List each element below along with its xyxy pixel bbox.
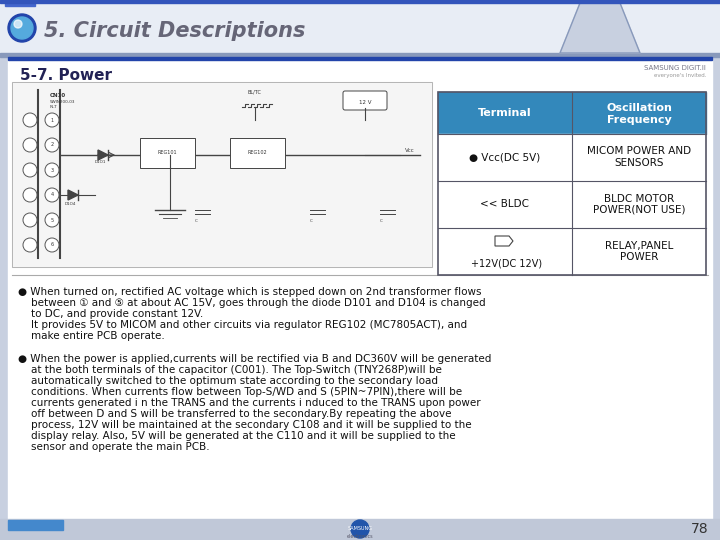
Text: SENSORS: SENSORS: [614, 158, 664, 167]
Text: Oscillation: Oscillation: [606, 103, 672, 113]
Circle shape: [45, 113, 59, 127]
Bar: [8, 520, 63, 530]
Circle shape: [45, 163, 59, 177]
Text: 5WIN200-03: 5WIN200-03: [50, 100, 76, 104]
Bar: [8, 57, 712, 60]
Bar: [0, 0, 720, 3]
Text: 2: 2: [50, 143, 53, 147]
Text: everyone's Invited.: everyone's Invited.: [654, 73, 706, 78]
Bar: [140, 138, 195, 168]
Bar: [12, 82, 432, 267]
Text: Terminal: Terminal: [478, 108, 532, 118]
Text: conditions. When currents flow between Top-S/WD and S (5PIN~7PIN),there will be: conditions. When currents flow between T…: [18, 387, 462, 397]
Text: << BLDC: << BLDC: [480, 199, 529, 209]
Text: C: C: [195, 219, 198, 223]
Text: MICOM POWER AND: MICOM POWER AND: [587, 146, 691, 157]
Bar: [572, 181, 706, 228]
Polygon shape: [68, 190, 78, 200]
Text: CN10: CN10: [50, 93, 66, 98]
Bar: [0, 53, 720, 57]
Circle shape: [45, 138, 59, 152]
Bar: [8, 57, 712, 519]
Bar: [438, 228, 572, 275]
Circle shape: [23, 238, 37, 252]
Bar: [572, 134, 706, 181]
Circle shape: [45, 188, 59, 202]
Text: D1O4: D1O4: [65, 202, 76, 206]
Text: POWER: POWER: [620, 252, 658, 261]
Text: at the both terminals of the capacitor (C001). The Top-Switch (TNY268P)will be: at the both terminals of the capacitor (…: [18, 365, 442, 375]
Text: 5-7. Power: 5-7. Power: [20, 68, 112, 83]
FancyBboxPatch shape: [343, 91, 387, 110]
Bar: [438, 181, 572, 228]
Text: +12V(DC 12V): +12V(DC 12V): [472, 258, 543, 268]
Text: SAMSUNG DIGIT.II: SAMSUNG DIGIT.II: [644, 65, 706, 71]
Circle shape: [8, 14, 36, 42]
Circle shape: [23, 163, 37, 177]
Text: 1: 1: [50, 118, 53, 123]
Text: It provides 5V to MICOM and other circuits via regulator REG102 (MC7805ACT), and: It provides 5V to MICOM and other circui…: [18, 320, 467, 330]
Bar: [438, 134, 572, 181]
Text: REG102: REG102: [247, 151, 267, 156]
Text: C: C: [380, 219, 383, 223]
Text: display relay. Also, 5V will be generated at the C110 and it will be supplied to: display relay. Also, 5V will be generate…: [18, 431, 456, 441]
Circle shape: [14, 20, 22, 28]
Text: SAMSUNG: SAMSUNG: [348, 525, 372, 530]
Text: to DC, and provide constant 12V.: to DC, and provide constant 12V.: [18, 309, 203, 319]
Text: 5. Circuit Descriptions: 5. Circuit Descriptions: [44, 21, 305, 41]
Bar: [0, 519, 720, 540]
Bar: [230, 138, 285, 168]
Text: Frequency: Frequency: [607, 115, 671, 125]
Text: IN-T: IN-T: [50, 105, 58, 109]
Text: BLDC MOTOR: BLDC MOTOR: [604, 193, 674, 204]
Text: 6: 6: [50, 242, 53, 247]
Circle shape: [23, 113, 37, 127]
Circle shape: [45, 238, 59, 252]
Text: ● When the power is applied,currents will be rectified via B and DC360V will be : ● When the power is applied,currents wil…: [18, 354, 491, 364]
Circle shape: [11, 17, 33, 39]
Bar: [438, 92, 706, 275]
Polygon shape: [98, 150, 108, 160]
Circle shape: [23, 188, 37, 202]
Polygon shape: [495, 236, 513, 246]
Bar: [5, 3, 35, 6]
Text: 5: 5: [50, 218, 53, 222]
Bar: [572, 228, 706, 275]
Text: 4: 4: [50, 192, 53, 198]
Text: automatically switched to the optimum state according to the secondary load: automatically switched to the optimum st…: [18, 376, 438, 386]
Circle shape: [45, 213, 59, 227]
Text: POWER(NOT USE): POWER(NOT USE): [593, 205, 685, 214]
Text: between ① and ⑤ at about AC 15V, goes through the diode D101 and D104 is changed: between ① and ⑤ at about AC 15V, goes th…: [18, 298, 485, 308]
Text: D1O1: D1O1: [95, 160, 107, 164]
Text: make entire PCB operate.: make entire PCB operate.: [18, 331, 165, 341]
Text: 12 V: 12 V: [359, 99, 372, 105]
Circle shape: [351, 520, 369, 538]
Text: ● Vcc(DC 5V): ● Vcc(DC 5V): [469, 152, 541, 162]
Text: currents generated i n the TRANS and the currents i nduced to the TRANS upon pow: currents generated i n the TRANS and the…: [18, 398, 481, 408]
Polygon shape: [560, 3, 640, 53]
Circle shape: [23, 138, 37, 152]
Text: Vcc: Vcc: [405, 148, 415, 153]
Text: RELAY,PANEL: RELAY,PANEL: [605, 240, 673, 251]
Text: sensor and operate the main PCB.: sensor and operate the main PCB.: [18, 442, 210, 452]
Bar: [438, 92, 572, 134]
Text: 78: 78: [691, 522, 708, 536]
Text: REG101: REG101: [157, 151, 177, 156]
Circle shape: [23, 213, 37, 227]
Bar: [12, 82, 432, 267]
Bar: [0, 3, 720, 53]
Text: C: C: [310, 219, 313, 223]
Text: BL/TC: BL/TC: [248, 90, 262, 95]
Bar: [572, 92, 706, 134]
Text: 3: 3: [50, 167, 53, 172]
Text: ● When turned on, rectified AC voltage which is stepped down on 2nd transformer : ● When turned on, rectified AC voltage w…: [18, 287, 482, 297]
Text: off between D and S will be transferred to the secondary.By repeating the above: off between D and S will be transferred …: [18, 409, 451, 419]
Text: electronics: electronics: [347, 534, 373, 538]
Text: process, 12V will be maintained at the secondary C108 and it will be supplied to: process, 12V will be maintained at the s…: [18, 420, 472, 430]
